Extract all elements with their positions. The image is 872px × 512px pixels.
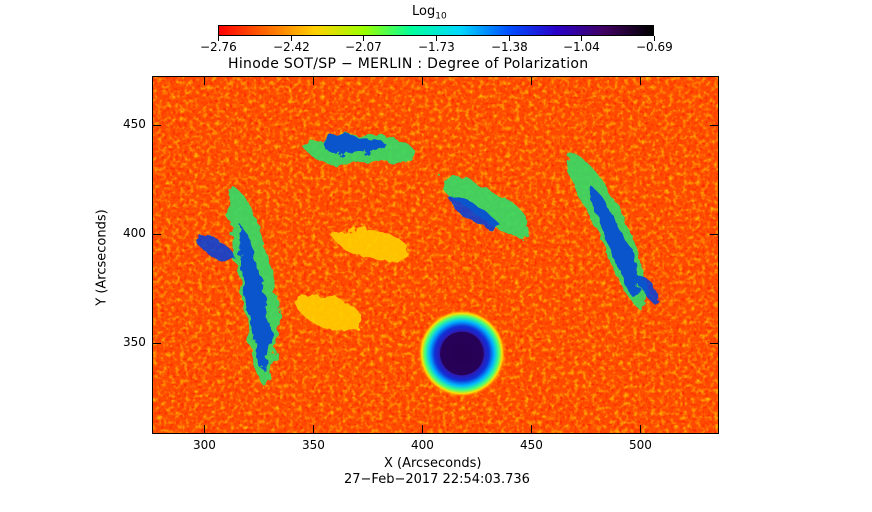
colorbar-tick-label: −2.76 — [200, 40, 237, 54]
colorbar-tick-label: −1.38 — [491, 40, 528, 54]
colorbar-tick-label: −0.69 — [636, 40, 673, 54]
colorbar-tick — [363, 36, 364, 41]
y-axis-tick — [153, 234, 161, 235]
colorbar-tick-label: −1.73 — [418, 40, 455, 54]
colorbar-title: Log10 — [412, 4, 447, 22]
x-axis-tick-label: 350 — [302, 438, 325, 452]
y-axis-tick-label: 450 — [123, 117, 146, 131]
y-axis-label: Y (Arcseconds) — [94, 209, 110, 306]
polarization-image — [153, 77, 718, 433]
y-axis-tick — [710, 234, 718, 235]
x-axis-tick-label: 400 — [411, 438, 434, 452]
x-axis-tick-label: 300 — [193, 438, 216, 452]
y-axis-tick — [710, 343, 718, 344]
x-axis-tick — [531, 425, 532, 433]
colorbar-tick — [218, 36, 219, 41]
x-axis-tick — [313, 77, 314, 85]
y-axis-tick — [153, 343, 161, 344]
colorbar-tick-label: −1.04 — [563, 40, 600, 54]
x-axis-tick-label: 500 — [629, 438, 652, 452]
x-axis-tick — [422, 425, 423, 433]
x-axis-tick-label: 450 — [520, 438, 543, 452]
colorbar-tick — [581, 36, 582, 41]
y-axis-tick — [153, 125, 161, 126]
x-axis-tick — [640, 77, 641, 85]
polarization-map — [152, 76, 719, 434]
y-axis-tick-label: 400 — [123, 226, 146, 240]
x-axis-label: X (Arcseconds) — [384, 456, 482, 471]
colorbar-tick — [436, 36, 437, 41]
y-axis-tick-label: 350 — [123, 335, 146, 349]
colorbar-tick — [291, 36, 292, 41]
x-axis-tick — [422, 77, 423, 85]
x-axis-tick — [531, 77, 532, 85]
colorbar-title-subscript: 10 — [435, 11, 447, 22]
colorbar-tick-label: −2.42 — [273, 40, 310, 54]
timestamp: 27−Feb−2017 22:54:03.736 — [344, 472, 530, 487]
colorbar-tick — [509, 36, 510, 41]
plot-title: Hinode SOT/SP − MERLIN : Degree of Polar… — [228, 56, 589, 72]
colorbar-tick — [654, 36, 655, 41]
x-axis-tick — [204, 77, 205, 85]
y-axis-tick — [710, 125, 718, 126]
x-axis-tick — [313, 425, 314, 433]
x-axis-tick — [640, 425, 641, 433]
colorbar — [218, 25, 654, 36]
colorbar-tick-label: −2.07 — [345, 40, 382, 54]
x-axis-tick — [204, 425, 205, 433]
